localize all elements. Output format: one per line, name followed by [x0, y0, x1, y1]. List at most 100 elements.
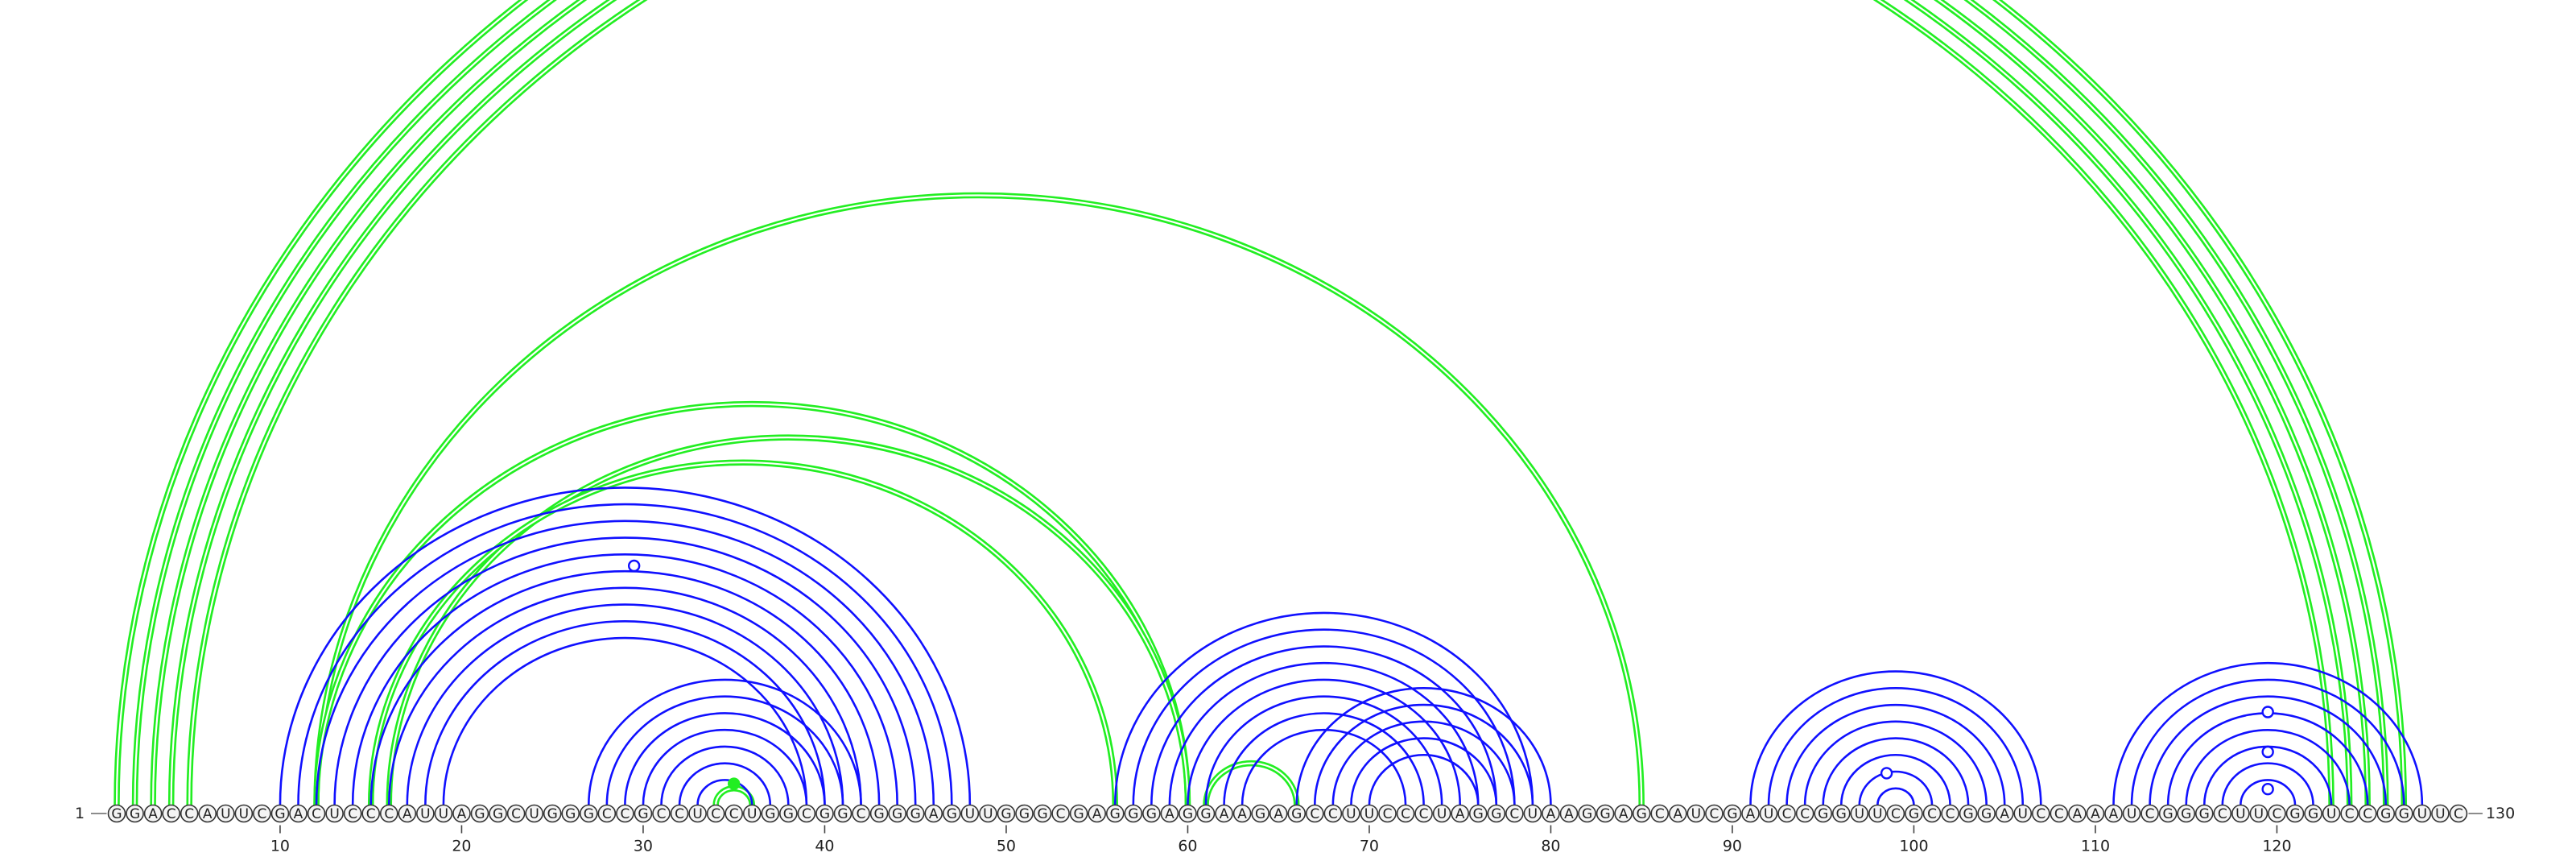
nucleotide-circle [2449, 804, 2468, 823]
tick-label: 40 [815, 838, 834, 855]
nucleotide-circle [1614, 804, 1633, 823]
nucleotide-letter: G [1491, 806, 1501, 822]
blue-arc [2221, 762, 2314, 805]
blue-arc [1876, 787, 1915, 805]
nucleotide-circle [2340, 804, 2359, 823]
start-index-label: 1 [75, 805, 85, 822]
nucleotide-letter: C [857, 806, 866, 822]
green-arc [114, 0, 2408, 805]
nucleotide-letter: G [130, 806, 140, 822]
nucleotide-letter: U [1764, 806, 1773, 822]
nucleotide-letter: C [2054, 806, 2064, 822]
nucleotide-circle [1179, 804, 1197, 823]
nucleotide-letter: G [1727, 806, 1737, 822]
blue-arc [315, 520, 935, 805]
nucleotide: A [398, 804, 417, 823]
blue-arc [1822, 737, 1970, 805]
blue-arc [2185, 728, 2351, 805]
nucleotide-letter: C [184, 806, 194, 822]
nucleotide-letter: U [1872, 806, 1882, 822]
nucleotide-circle [307, 804, 326, 823]
nucleotide-circle [1941, 804, 1959, 823]
blue-arc [2112, 661, 2424, 805]
nucleotide: C [2140, 804, 2159, 823]
nucleotide-letter: G [1110, 806, 1121, 822]
nucleotide-letter: C [312, 806, 321, 822]
nucleotide: U [434, 804, 453, 823]
nucleotide: G [1287, 804, 1307, 823]
pair-marker [627, 559, 641, 573]
nucleotide: G [1977, 804, 1996, 823]
blue-arc [1749, 670, 2042, 805]
nucleotide: G [833, 804, 852, 823]
nucleotide: G [2376, 804, 2396, 823]
nucleotide-circle [1959, 804, 1978, 823]
nucleotide-circle [869, 804, 889, 823]
blue-arc [2130, 678, 2405, 805]
nucleotide-letter: G [584, 806, 594, 822]
nucleotide: C [162, 804, 180, 823]
nucleotide: U [2322, 804, 2341, 823]
green-arc-core [388, 436, 1189, 805]
nucleotide-circle [1741, 804, 1760, 823]
nucleotide-letter: G [1637, 806, 1647, 822]
nucleotide-letter: U [1346, 806, 1356, 822]
blue-arc [424, 619, 826, 805]
nucleotide-circle [852, 804, 870, 823]
nucleotide-circle [325, 804, 344, 823]
nucleotide-letter: G [819, 806, 830, 822]
blue-arc [442, 636, 808, 805]
nucleotide: G [1179, 804, 1197, 823]
nucleotide: U [1432, 804, 1451, 823]
nucleotide-letter: G [2308, 806, 2318, 822]
pair-marker [2261, 706, 2274, 718]
nucleotide-circle [1831, 804, 1851, 823]
nucleotide-circle [2231, 804, 2250, 823]
nucleotide-circle [1215, 804, 1233, 823]
nucleotide-letter: C [2454, 806, 2463, 822]
nucleotide-letter: C [1383, 806, 1393, 822]
nucleotide-circle [2086, 804, 2105, 823]
blue-arc [660, 745, 790, 805]
green-arc-core [134, 0, 2387, 805]
nucleotide-letter: C [729, 806, 739, 822]
nucleotide: G [470, 804, 489, 823]
pair-marker [728, 777, 741, 790]
nucleotide: G [1251, 804, 1269, 823]
nucleotide: C [1650, 804, 1670, 823]
blue-arc [605, 695, 844, 805]
nucleotide-letter: C [1782, 806, 1792, 822]
nucleotide: A [1215, 804, 1233, 823]
nucleotide-letter: C [602, 806, 612, 822]
nucleotide: A [1669, 804, 1687, 823]
nucleotide-letter: G [1128, 806, 1138, 822]
nucleotide-circle [652, 804, 671, 823]
nucleotide: U [2413, 804, 2432, 823]
nucleotide: G [543, 804, 562, 823]
nucleotide-circle [1468, 804, 1488, 823]
nucleotide: A [1160, 804, 1179, 823]
nucleotide: A [289, 804, 308, 823]
green-arc-core [170, 0, 2351, 805]
nucleotide: U [960, 804, 980, 823]
nucleotide-letter: G [1291, 806, 1302, 822]
blue-arc [1350, 737, 1498, 805]
nucleotide: A [2086, 804, 2105, 823]
nucleotide-circle [561, 804, 580, 823]
nucleotide-circle [1596, 804, 1615, 823]
markers-layer [627, 559, 2274, 796]
nucleotide: C [1505, 804, 1524, 823]
nucleotide-letter: C [348, 806, 357, 822]
nucleotide-circle [997, 804, 1016, 823]
green-arc-core [369, 462, 1117, 805]
nucleotide-circle [724, 804, 744, 823]
nucleotide-letter: U [329, 806, 339, 822]
nucleotide-letter: G [1963, 806, 1974, 822]
nucleotide-letter: C [2145, 806, 2155, 822]
nucleotide: G [1124, 804, 1143, 823]
nucleotide-letter: C [1655, 806, 1665, 822]
nucleotide: C [2268, 804, 2286, 823]
nucleotide-circle [1922, 804, 1942, 823]
nucleotide-circle [1977, 804, 1996, 823]
